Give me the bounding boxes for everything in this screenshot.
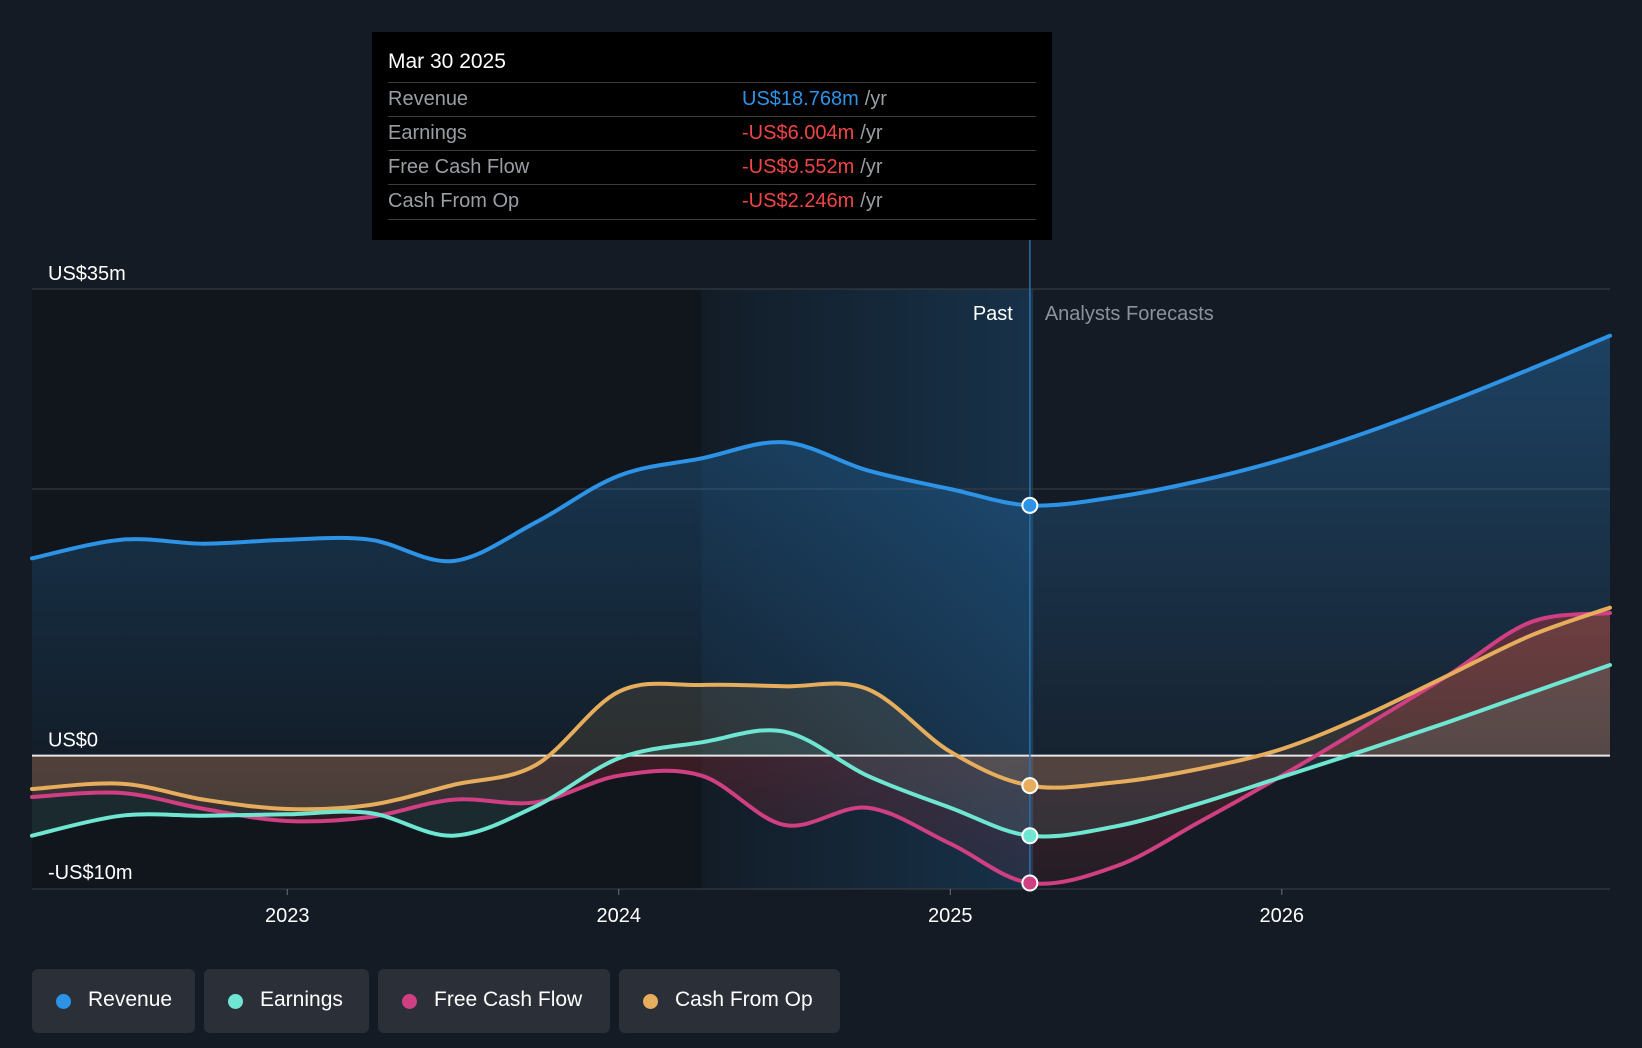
revenue-line — [30, 333, 1612, 564]
tooltip-value: US$18.768m/yr — [742, 88, 887, 110]
revenue-marker — [1021, 496, 1039, 514]
legend-label: Cash From Op — [675, 988, 813, 1011]
legend-label: Earnings — [260, 988, 343, 1011]
y-tick-label: -US$10m — [48, 862, 132, 884]
legend-item-cash-from-op[interactable]: Cash From Op — [619, 969, 840, 1033]
tooltip-date: Mar 30 2025 — [388, 50, 506, 73]
y-tick-label: US$35m — [48, 263, 126, 285]
x-tick-label: 2023 — [265, 905, 310, 927]
x-tick-label: 2026 — [1260, 905, 1305, 927]
legend-label: Revenue — [88, 988, 173, 1011]
cash-from-op-area — [32, 607, 1610, 810]
legend-item-revenue[interactable]: Revenue — [32, 969, 195, 1033]
legend-label: Free Cash Flow — [434, 988, 583, 1011]
tooltip-label: Cash From Op — [388, 190, 520, 212]
tooltip-value: -US$6.004m/yr — [742, 122, 883, 144]
cash-from-op-marker — [1021, 777, 1039, 795]
forecast-label: Analysts Forecasts — [1045, 303, 1214, 325]
axis-labels: US$35m US$0 -US$10m 2023 2024 2025 2026 — [48, 263, 1304, 927]
tooltip-row-free-cash-flow: Free Cash Flow -US$9.552m/yr — [388, 150, 1036, 185]
tooltip-label: Earnings — [388, 122, 467, 144]
free-cash-flow-dot-icon — [402, 994, 417, 1009]
past-label: Past — [973, 303, 1013, 325]
revenue-dot-icon — [56, 994, 71, 1009]
series-lines — [30, 333, 1612, 886]
tooltip-row-revenue: Revenue US$18.768m/yr — [388, 82, 1036, 117]
tooltip-label: Free Cash Flow — [388, 156, 530, 178]
tooltip-value: -US$9.552m/yr — [742, 156, 883, 178]
legend-item-earnings[interactable]: Earnings — [204, 969, 369, 1033]
tooltip-row-earnings: Earnings -US$6.004m/yr — [388, 116, 1036, 151]
x-tick-label: 2025 — [928, 905, 973, 927]
earnings-dot-icon — [228, 994, 243, 1009]
x-tick-label: 2024 — [597, 905, 642, 927]
revenue-area — [32, 335, 1610, 756]
tooltip-value: -US$2.246m/yr — [742, 190, 883, 212]
tooltip-row-cash-from-op: Cash From Op -US$2.246m/yr — [388, 184, 1036, 220]
free-cash-flow-line — [30, 611, 1612, 886]
tooltip-label: Revenue — [388, 88, 469, 110]
cash-from-op-dot-icon — [643, 994, 658, 1009]
earnings-line — [30, 663, 1612, 839]
legend-item-free-cash-flow[interactable]: Free Cash Flow — [378, 969, 610, 1033]
earnings-marker — [1021, 827, 1039, 845]
markers — [1021, 496, 1039, 892]
cash-from-op-line — [30, 605, 1612, 812]
free-cash-flow-marker — [1021, 874, 1039, 892]
y-tick-label: US$0 — [48, 730, 98, 752]
tooltip: Mar 30 2025 Revenue US$18.768m/yr Earnin… — [372, 32, 1052, 240]
